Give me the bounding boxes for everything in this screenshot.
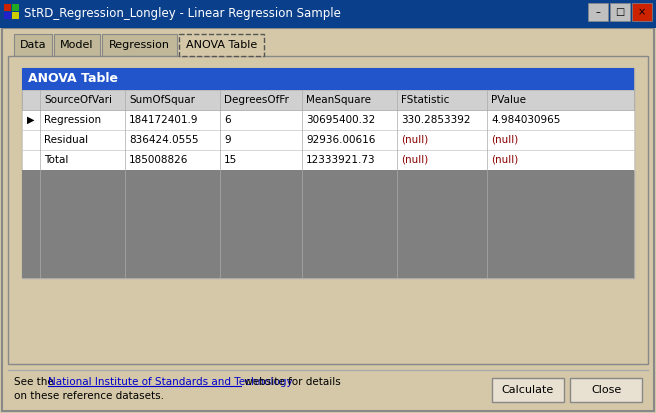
FancyBboxPatch shape — [4, 4, 11, 11]
Text: 184172401.9: 184172401.9 — [129, 115, 199, 125]
Text: (null): (null) — [491, 135, 518, 145]
FancyBboxPatch shape — [0, 0, 656, 28]
FancyBboxPatch shape — [22, 150, 634, 170]
Text: Regression: Regression — [44, 115, 101, 125]
Text: MeanSquare: MeanSquare — [306, 95, 371, 105]
FancyBboxPatch shape — [492, 378, 564, 402]
Text: Data: Data — [20, 40, 47, 50]
Text: See the: See the — [14, 377, 57, 387]
Text: 12333921.73: 12333921.73 — [306, 155, 376, 165]
FancyBboxPatch shape — [610, 3, 630, 21]
Text: ANOVA Table: ANOVA Table — [28, 73, 118, 85]
Text: SumOfSquar: SumOfSquar — [129, 95, 195, 105]
FancyBboxPatch shape — [22, 90, 634, 110]
FancyBboxPatch shape — [588, 3, 608, 21]
FancyBboxPatch shape — [179, 34, 264, 56]
Text: 4.984030965: 4.984030965 — [491, 115, 560, 125]
Text: (null): (null) — [401, 135, 428, 145]
FancyBboxPatch shape — [12, 4, 19, 11]
Text: SourceOfVari: SourceOfVari — [44, 95, 112, 105]
FancyBboxPatch shape — [54, 34, 100, 56]
Text: 9: 9 — [224, 135, 231, 145]
Text: –: – — [596, 7, 600, 17]
Text: FStatistic: FStatistic — [401, 95, 449, 105]
Text: National Institute of Standards and Technology: National Institute of Standards and Tech… — [48, 377, 292, 387]
Text: Close: Close — [591, 385, 621, 395]
FancyBboxPatch shape — [8, 56, 648, 364]
Text: 185008826: 185008826 — [129, 155, 188, 165]
FancyBboxPatch shape — [22, 130, 634, 150]
Text: 30695400.32: 30695400.32 — [306, 115, 375, 125]
FancyBboxPatch shape — [632, 3, 652, 21]
Text: Residual: Residual — [44, 135, 88, 145]
FancyBboxPatch shape — [570, 378, 642, 402]
FancyBboxPatch shape — [22, 170, 634, 278]
Text: □: □ — [615, 7, 625, 17]
Text: StRD_Regression_Longley - Linear Regression Sample: StRD_Regression_Longley - Linear Regress… — [24, 7, 341, 21]
Text: ANOVA Table: ANOVA Table — [186, 40, 257, 50]
FancyBboxPatch shape — [4, 12, 11, 19]
Text: ×: × — [638, 7, 646, 17]
Text: Calculate: Calculate — [502, 385, 554, 395]
Text: ▶: ▶ — [28, 115, 35, 125]
Text: 6: 6 — [224, 115, 231, 125]
Text: (null): (null) — [401, 155, 428, 165]
FancyBboxPatch shape — [22, 68, 634, 90]
Text: 836424.0555: 836424.0555 — [129, 135, 199, 145]
FancyBboxPatch shape — [12, 12, 19, 19]
Text: 92936.00616: 92936.00616 — [306, 135, 375, 145]
Text: 330.2853392: 330.2853392 — [401, 115, 470, 125]
Text: 15: 15 — [224, 155, 237, 165]
FancyBboxPatch shape — [14, 34, 52, 56]
Text: on these reference datasets.: on these reference datasets. — [14, 391, 164, 401]
Text: website for details: website for details — [241, 377, 340, 387]
FancyBboxPatch shape — [2, 28, 654, 411]
Text: Model: Model — [60, 40, 94, 50]
FancyBboxPatch shape — [102, 34, 177, 56]
Text: DegreesOfFr: DegreesOfFr — [224, 95, 289, 105]
Text: PValue: PValue — [491, 95, 526, 105]
FancyBboxPatch shape — [22, 68, 634, 278]
FancyBboxPatch shape — [22, 110, 634, 130]
Text: Total: Total — [44, 155, 68, 165]
Text: (null): (null) — [491, 155, 518, 165]
Text: Regression: Regression — [109, 40, 170, 50]
